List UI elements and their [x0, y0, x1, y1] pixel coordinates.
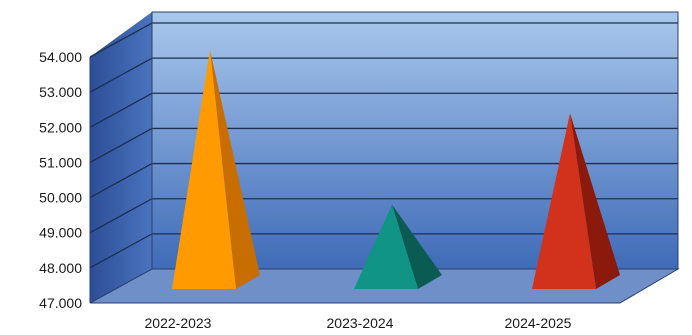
y-tick-label: 51.000 — [39, 154, 82, 170]
y-tick-label: 50.000 — [39, 190, 82, 206]
bar-face — [354, 204, 418, 289]
y-tick-label: 49.000 — [39, 225, 82, 241]
x-tick-label: 2023-2024 — [327, 315, 394, 331]
bar-face — [172, 49, 236, 289]
category-labels: 2022-2023 2023-2024 2024-2025 — [145, 315, 572, 331]
bar — [532, 113, 620, 289]
bar-face — [532, 113, 596, 289]
bar — [354, 204, 442, 289]
y-tick-label: 47.000 — [39, 295, 82, 311]
y-tick-label: 48.000 — [39, 260, 82, 276]
x-tick-label: 2024-2025 — [505, 315, 572, 331]
y-tick-label: 53.000 — [39, 84, 82, 100]
bar — [172, 49, 260, 289]
bar-side — [210, 49, 260, 289]
y-tick-label: 52.000 — [39, 119, 82, 135]
bar-side — [392, 204, 442, 289]
x-tick-label: 2022-2023 — [145, 315, 212, 331]
y-tick-label: 54.000 — [39, 49, 82, 65]
side-wall — [90, 12, 152, 303]
bars — [172, 49, 620, 289]
y-tick-labels: 47.000 48.000 49.000 50.000 51.000 52.000 53.0… — [39, 49, 82, 311]
bar-side — [570, 113, 620, 289]
